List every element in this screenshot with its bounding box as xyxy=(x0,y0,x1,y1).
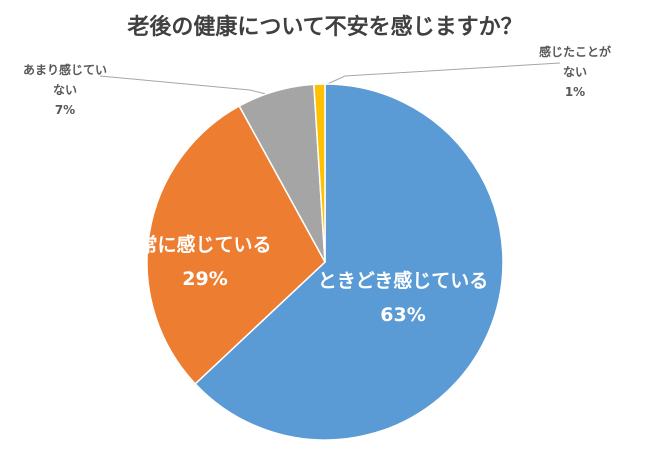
value-label: 29% xyxy=(182,268,228,290)
leader-line xyxy=(322,62,561,87)
pie-slice xyxy=(146,104,326,385)
leader-line xyxy=(99,75,271,96)
slice-label: 感じたことがない 1% xyxy=(538,42,613,102)
category-label: 常に感じている xyxy=(138,234,272,256)
category-label: 感じたことがない xyxy=(538,45,611,79)
slice-label: あまり感じていない 7% xyxy=(20,60,110,120)
slice-label: 常に感じている 29% xyxy=(138,228,271,296)
value-label: 63% xyxy=(380,304,426,326)
category-label: ときどき感じている xyxy=(317,270,489,292)
pie-slice xyxy=(194,83,504,441)
chart-title: 老後の健康について不安を感じますか？ xyxy=(126,14,522,40)
category-label: あまり感じていない xyxy=(22,63,107,97)
value-label: 1% xyxy=(564,85,586,99)
slice-label: ときどき感じている 63% xyxy=(318,264,488,332)
value-label: 7% xyxy=(54,103,76,117)
pie-slice xyxy=(313,83,326,263)
